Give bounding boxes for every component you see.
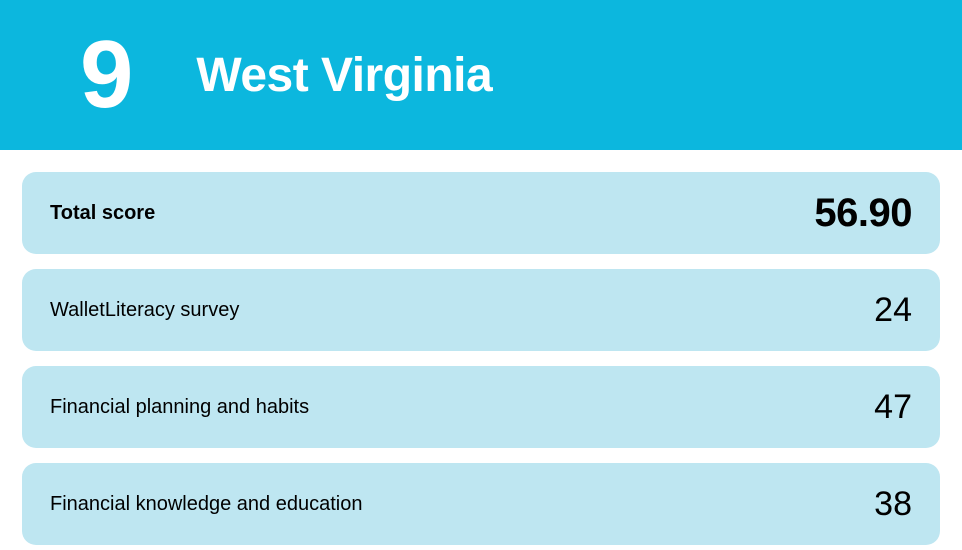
score-rows: Total score 56.90 WalletLiteracy survey … xyxy=(0,150,962,545)
row-value: 56.90 xyxy=(814,191,912,236)
state-name: West Virginia xyxy=(196,48,492,103)
row-label: WalletLiteracy survey xyxy=(50,299,239,322)
row-label: Financial knowledge and education xyxy=(50,493,362,516)
row-value: 38 xyxy=(874,485,912,524)
row-financial-planning: Financial planning and habits 47 xyxy=(22,366,940,448)
rank-number: 9 xyxy=(80,27,131,123)
row-total-score: Total score 56.90 xyxy=(22,172,940,254)
header-banner: 9 West Virginia xyxy=(0,0,962,150)
row-value: 47 xyxy=(874,388,912,427)
row-label: Financial planning and habits xyxy=(50,396,309,419)
row-financial-knowledge: Financial knowledge and education 38 xyxy=(22,463,940,545)
row-label: Total score xyxy=(50,202,155,225)
row-value: 24 xyxy=(874,291,912,330)
row-wallet-literacy: WalletLiteracy survey 24 xyxy=(22,269,940,351)
